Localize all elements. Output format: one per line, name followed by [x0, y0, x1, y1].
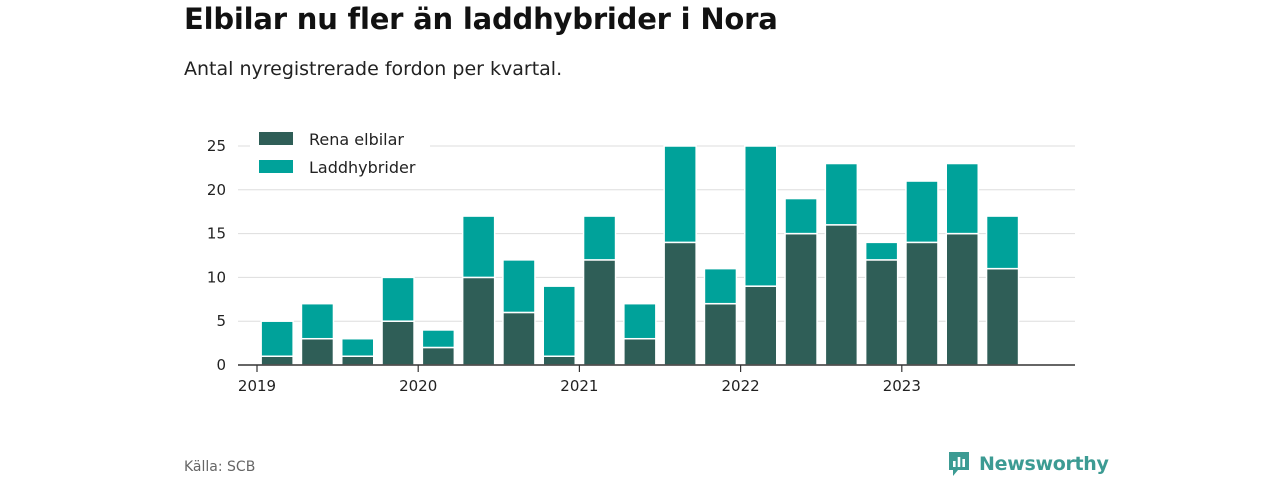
bar-rena-elbilar — [623, 337, 657, 366]
bar-laddhybrider — [985, 215, 1020, 270]
bar-rena-elbilar — [663, 241, 697, 366]
y-tick-label: 10 — [207, 268, 226, 286]
bar-laddhybrider — [341, 337, 375, 357]
x-tick-label: 2023 — [883, 377, 921, 395]
legend-swatch — [259, 132, 293, 145]
y-tick-label: 15 — [207, 225, 226, 243]
bar-rena-elbilar — [582, 259, 617, 366]
bar-laddhybrider — [744, 145, 778, 287]
bar-laddhybrider — [945, 162, 979, 235]
legend-label: Rena elbilar — [309, 130, 404, 149]
bar-rena-elbilar — [381, 320, 415, 366]
source-note: Källa: SCB — [184, 459, 256, 475]
brand-name: Newsworthy — [979, 453, 1109, 475]
bar-laddhybrider — [300, 302, 335, 340]
bar-rena-elbilar — [744, 285, 778, 366]
bar-rena-elbilar — [703, 302, 738, 366]
bar-laddhybrider — [824, 162, 859, 226]
legend-swatch — [259, 160, 293, 173]
chart-subtitle: Antal nyregistrerade fordon per kvartal. — [184, 58, 563, 80]
bar-rena-elbilar — [824, 224, 859, 366]
y-tick-label: 5 — [216, 312, 226, 330]
bar-rena-elbilar — [341, 355, 375, 366]
x-tick-label: 2019 — [238, 377, 276, 395]
bar-rena-elbilar — [542, 355, 576, 366]
bar-laddhybrider — [381, 276, 415, 322]
bar-laddhybrider — [784, 197, 818, 235]
brand-logo: Newsworthy — [947, 449, 1109, 479]
bar-laddhybrider — [663, 145, 697, 244]
bar-rena-elbilar — [905, 241, 939, 366]
bar-laddhybrider — [421, 329, 456, 349]
bar-rena-elbilar — [300, 337, 335, 366]
newsworthy-logo-icon — [949, 452, 969, 476]
bar-rena-elbilar — [502, 311, 536, 366]
bar-rena-elbilar — [864, 259, 899, 366]
bar-rena-elbilar — [461, 276, 496, 366]
y-tick-label: 20 — [207, 181, 226, 199]
bar-laddhybrider — [582, 215, 617, 261]
x-tick-label: 2022 — [722, 377, 760, 395]
bar-rena-elbilar — [784, 232, 818, 366]
y-tick-label: 25 — [207, 137, 226, 155]
x-tick-label: 2021 — [560, 377, 598, 395]
bar-laddhybrider — [260, 320, 294, 357]
bar-laddhybrider — [502, 259, 536, 314]
bar-laddhybrider — [864, 241, 899, 261]
bar-rena-elbilar — [945, 232, 979, 366]
bar-rena-elbilar — [421, 346, 456, 366]
bar-rena-elbilar — [985, 267, 1020, 366]
legend: Rena elbilar Laddhybrider — [250, 126, 430, 182]
y-tick-label: 0 — [216, 356, 226, 374]
stacked-bar-chart: 0 5 10 15 20 25 2019 2020 2021 2022 2023 Rena elbi… — [206, 126, 1075, 395]
bar-laddhybrider — [542, 285, 576, 357]
bar-laddhybrider — [461, 215, 496, 279]
bar-laddhybrider — [703, 267, 738, 305]
x-tick-label: 2020 — [399, 377, 437, 395]
bar-rena-elbilar — [260, 355, 294, 366]
legend-label: Laddhybrider — [309, 158, 416, 177]
axes: 0 5 10 15 20 25 2019 2020 2021 2022 2023 — [207, 137, 1075, 395]
bar-laddhybrider — [905, 180, 939, 244]
bar-laddhybrider — [623, 302, 657, 340]
chart-title: Elbilar nu fler än laddhybrider i Nora — [184, 2, 778, 36]
